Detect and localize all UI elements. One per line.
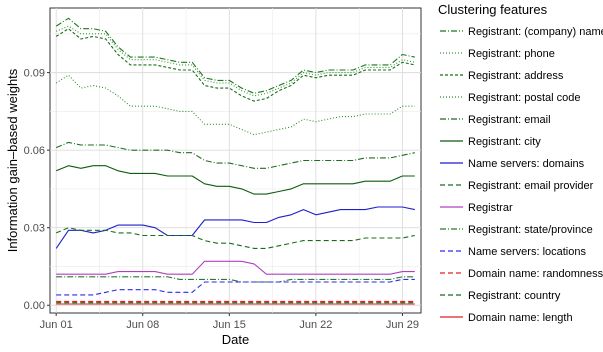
x-tick-label: Jun 08 (126, 319, 159, 331)
x-tick-label: Jun 22 (299, 319, 332, 331)
legend-title: Clustering features (438, 2, 548, 17)
x-tick-label: Jun 29 (386, 319, 419, 331)
series-line-4 (55, 141, 415, 169)
legend-label: Domain name: randomness (468, 268, 603, 280)
legend-label: Registrant: phone (468, 48, 555, 60)
series-line-10 (56, 278, 415, 296)
y-axis-title: Information gain–based weights (5, 68, 20, 252)
series-line-5 (55, 165, 415, 195)
plot-panel (49, 7, 422, 314)
legend-label: Domain name: length (468, 312, 573, 324)
legend-label: Registrant: email provider (468, 180, 594, 192)
legend-label: Registrant: postal code (468, 92, 581, 104)
x-tick-label: Jun 01 (40, 319, 73, 331)
series-line-0 (55, 17, 415, 94)
legend-label: Name servers: domains (468, 158, 585, 170)
series-line-9 (56, 276, 415, 283)
series-line-8 (56, 260, 415, 275)
legend: Registrant: (company) name Registrant: ph… (440, 26, 603, 324)
legend-label: Registrant: (company) name (468, 26, 603, 38)
legend-label: Registrar (468, 202, 513, 214)
series-lines (55, 17, 415, 305)
x-tick-label: Jun 15 (213, 319, 246, 331)
legend-label: Registrant: address (468, 70, 564, 82)
grid-lines (50, 8, 421, 313)
y-tick-label: 0.00 (24, 300, 45, 312)
legend-label: Registrant: state/province (468, 224, 593, 236)
legend-label: Registrant: email (468, 114, 551, 126)
plot-border (49, 7, 422, 314)
x-axis: Jun 01 Jun 08 Jun 15 Jun 22 Jun 29 (40, 313, 419, 331)
y-axis: 0.00 0.03 0.06 0.09 (24, 68, 50, 312)
y-tick-label: 0.06 (24, 145, 45, 157)
y-tick-label: 0.09 (24, 68, 45, 80)
legend-label: Registrant: city (468, 136, 541, 148)
legend-label: Name servers: locations (468, 246, 586, 258)
series-line-3 (55, 74, 415, 136)
series-line-2 (55, 28, 415, 102)
series-line-6 (55, 206, 415, 249)
x-axis-title: Date (222, 332, 249, 347)
y-tick-label: 0.03 (24, 223, 45, 235)
legend-label: Registrant: country (468, 290, 561, 302)
series-line-1 (55, 25, 415, 97)
